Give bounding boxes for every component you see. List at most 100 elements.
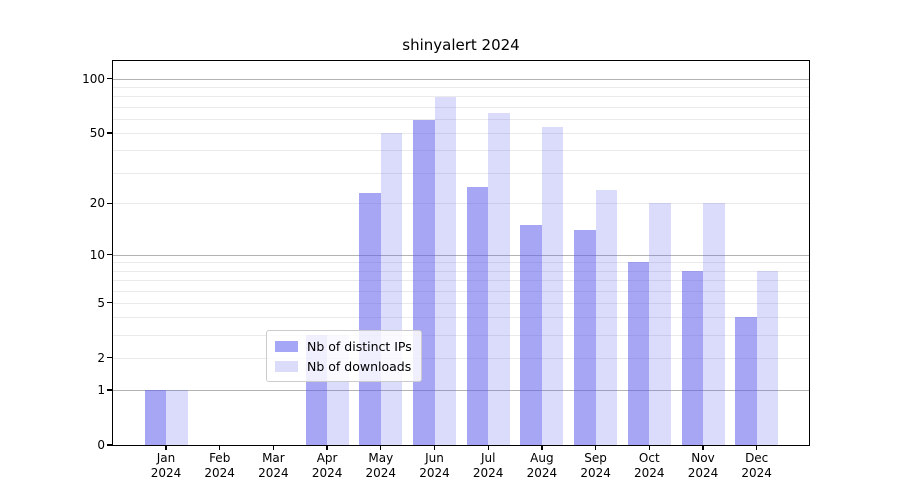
minor-gridline bbox=[113, 280, 809, 281]
y-tick-label: 50 bbox=[89, 126, 105, 140]
y-tick-label: 100 bbox=[82, 71, 105, 86]
x-tick-label-month: Feb bbox=[209, 451, 231, 465]
y-tick-label: 20 bbox=[89, 196, 105, 211]
x-tick-label-year: 2024 bbox=[526, 466, 558, 480]
x-tick-label: Feb 2024 bbox=[188, 451, 252, 481]
x-tick-label-year: 2024 bbox=[365, 466, 397, 480]
y-tick-mark bbox=[107, 302, 112, 304]
minor-gridline bbox=[113, 270, 809, 272]
x-tick-mark bbox=[702, 445, 704, 450]
legend-swatch-downloads bbox=[275, 360, 298, 372]
x-tick-label-year: 2024 bbox=[258, 466, 289, 480]
bar-downloads bbox=[649, 203, 671, 445]
legend-item: Nb of distinct IPs bbox=[275, 336, 412, 356]
bar-distinct-ips bbox=[627, 262, 650, 445]
bar-distinct-ips bbox=[574, 230, 596, 445]
bar-downloads bbox=[541, 127, 564, 445]
x-tick-label-year: 2024 bbox=[150, 466, 182, 480]
y-tick-label: 1 bbox=[97, 383, 105, 397]
x-tick-label-month: Jan bbox=[156, 451, 176, 465]
x-tick-label-year: 2024 bbox=[419, 466, 450, 480]
x-tick-label-month: Mar bbox=[262, 451, 285, 465]
major-gridline bbox=[113, 390, 809, 391]
x-tick-label-year: 2024 bbox=[580, 466, 611, 480]
x-tick-mark bbox=[541, 445, 543, 450]
minor-gridline bbox=[113, 106, 809, 108]
x-tick-label-month: Sep bbox=[584, 451, 607, 465]
bar-downloads bbox=[756, 270, 779, 445]
minor-gridline bbox=[113, 357, 809, 359]
x-tick-label-month: Apr bbox=[316, 451, 338, 465]
minor-gridline bbox=[113, 133, 809, 134]
legend-label: Nb of distinct IPs bbox=[307, 338, 412, 354]
y-tick-mark bbox=[107, 78, 112, 80]
x-tick-mark bbox=[219, 445, 221, 450]
bar-distinct-ips bbox=[735, 317, 757, 445]
minor-gridline bbox=[113, 302, 809, 304]
legend-label: Nb of downloads bbox=[307, 358, 412, 374]
minor-gridline bbox=[113, 87, 809, 89]
minor-gridline bbox=[113, 150, 809, 152]
x-tick-label-month: Jun bbox=[425, 451, 444, 465]
x-tick-mark bbox=[594, 445, 597, 450]
y-tick-mark bbox=[107, 254, 112, 256]
x-tick-mark bbox=[648, 445, 650, 450]
bar-downloads bbox=[166, 390, 188, 445]
x-tick-label-month: May bbox=[368, 451, 394, 465]
bar-downloads bbox=[434, 97, 456, 445]
major-gridline bbox=[113, 78, 809, 80]
x-tick-label-month: Oct bbox=[638, 451, 660, 465]
x-tick-mark bbox=[380, 445, 382, 450]
minor-gridline bbox=[113, 172, 809, 174]
minor-gridline bbox=[113, 96, 809, 98]
minor-gridline bbox=[113, 290, 809, 292]
x-tick-label-year: 2024 bbox=[472, 466, 504, 480]
x-tick-label: Nov 2024 bbox=[671, 451, 735, 481]
x-tick-label: Apr 2024 bbox=[295, 451, 359, 481]
x-tick-label: May 2024 bbox=[349, 451, 413, 481]
bar-distinct-ips bbox=[520, 225, 542, 445]
x-tick-label: Jul 2024 bbox=[456, 451, 520, 481]
bar-downloads bbox=[703, 203, 725, 445]
x-tick-label-year: 2024 bbox=[741, 466, 772, 480]
legend: Nb of distinct IPs Nb of downloads bbox=[266, 330, 422, 382]
legend-item: Nb of downloads bbox=[275, 356, 412, 376]
major-gridline bbox=[113, 254, 809, 256]
x-tick-label: Sep 2024 bbox=[564, 451, 628, 481]
x-tick-mark bbox=[326, 445, 328, 450]
x-tick-label-year: 2024 bbox=[204, 466, 235, 480]
bar-downloads bbox=[595, 189, 618, 445]
x-tick-label: Jan 2024 bbox=[134, 451, 198, 481]
legend-swatch-distinct-ips bbox=[275, 340, 298, 352]
x-tick-label-month: Aug bbox=[530, 451, 554, 465]
x-tick-label-month: Jul bbox=[480, 451, 496, 465]
minor-gridline bbox=[113, 317, 809, 319]
y-tick-label: 0 bbox=[97, 438, 105, 452]
bar-distinct-ips bbox=[359, 192, 381, 445]
bar-distinct-ips bbox=[466, 186, 489, 445]
x-tick-mark bbox=[756, 445, 758, 450]
x-tick-mark bbox=[272, 445, 275, 450]
x-tick-label: Mar 2024 bbox=[241, 451, 305, 481]
minor-gridline bbox=[113, 203, 809, 205]
x-tick-label: Aug 2024 bbox=[510, 451, 574, 481]
x-tick-label-year: 2024 bbox=[687, 466, 719, 480]
y-tick-mark bbox=[107, 132, 112, 134]
y-tick-mark bbox=[107, 389, 112, 391]
x-tick-label: Dec 2024 bbox=[725, 451, 789, 481]
y-tick-mark bbox=[107, 357, 112, 359]
bar-distinct-ips bbox=[413, 120, 435, 445]
x-tick-mark bbox=[433, 445, 436, 450]
x-tick-label: Jun 2024 bbox=[403, 451, 467, 481]
y-tick-mark bbox=[107, 444, 112, 446]
x-tick-label-month: Dec bbox=[745, 451, 769, 465]
bar-downloads bbox=[380, 133, 403, 445]
chart-title: shinyalert 2024 bbox=[402, 36, 520, 54]
x-tick-label-month: Nov bbox=[691, 451, 715, 465]
x-tick-label: Oct 2024 bbox=[617, 451, 681, 481]
plot-area bbox=[113, 61, 809, 445]
y-tick-label: 5 bbox=[97, 295, 105, 310]
bar-distinct-ips bbox=[681, 270, 703, 445]
minor-gridline bbox=[113, 335, 809, 336]
